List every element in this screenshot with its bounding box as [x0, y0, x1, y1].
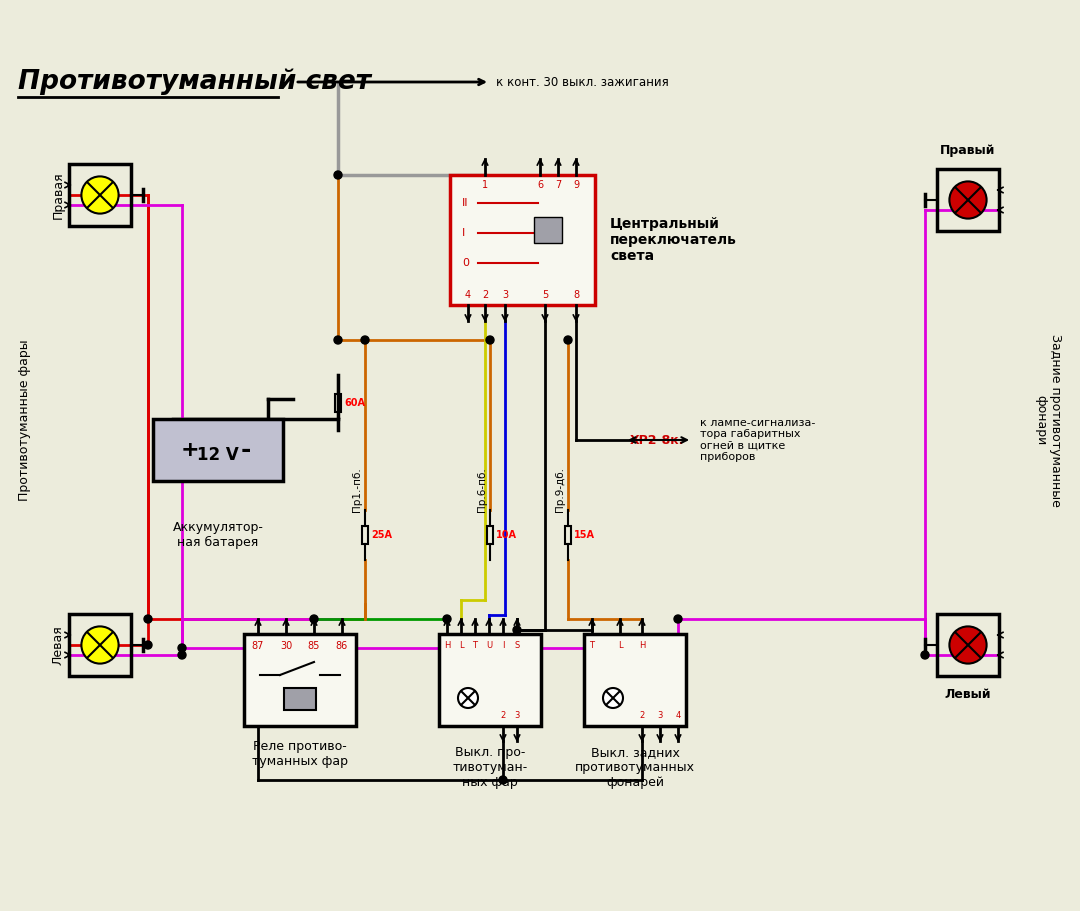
Bar	[450, 175, 595, 305]
Circle shape	[564, 336, 572, 344]
Text: -: -	[241, 438, 252, 462]
Text: L: L	[459, 640, 463, 650]
Circle shape	[674, 615, 681, 623]
Bar	[244, 634, 356, 726]
Text: 2: 2	[482, 290, 488, 300]
Circle shape	[458, 688, 478, 708]
Circle shape	[949, 181, 987, 219]
Text: 2: 2	[639, 711, 645, 720]
Circle shape	[144, 641, 152, 649]
Text: 2: 2	[500, 711, 505, 720]
Text: I: I	[502, 640, 504, 650]
Circle shape	[144, 615, 152, 623]
Text: 15А: 15А	[573, 530, 595, 540]
Circle shape	[921, 651, 929, 659]
Circle shape	[310, 615, 318, 623]
Text: 87: 87	[252, 641, 265, 651]
Circle shape	[178, 644, 186, 652]
Circle shape	[81, 627, 119, 663]
Text: Пр1.-пб.: Пр1.-пб.	[352, 467, 362, 512]
Circle shape	[81, 177, 119, 213]
Circle shape	[949, 627, 987, 663]
Text: 12 V: 12 V	[198, 446, 239, 464]
Text: 8: 8	[572, 290, 579, 300]
Text: U: U	[486, 640, 492, 650]
Text: T: T	[590, 640, 594, 650]
Text: Противотуманные фары: Противотуманные фары	[18, 339, 31, 501]
Text: 0: 0	[462, 258, 469, 268]
Text: 3: 3	[502, 290, 508, 300]
Circle shape	[334, 336, 342, 344]
Text: Пр.9-дб.: Пр.9-дб.	[555, 467, 565, 513]
Text: 30: 30	[280, 641, 292, 651]
Bar	[937, 614, 999, 676]
Text: Выкл. задних
противотуманных
фонарей: Выкл. задних противотуманных фонарей	[575, 746, 696, 789]
Text: H: H	[444, 640, 450, 650]
Circle shape	[603, 688, 623, 708]
Text: 10А: 10А	[496, 530, 517, 540]
Text: Левая: Левая	[52, 625, 65, 665]
Text: Правый: Правый	[941, 144, 996, 157]
Circle shape	[178, 651, 186, 659]
Text: к лампе-сигнализа-
тора габаритных
огней в щитке
приборов: к лампе-сигнализа- тора габаритных огней…	[700, 417, 815, 463]
Circle shape	[499, 776, 507, 784]
Text: S: S	[514, 640, 519, 650]
Text: T: T	[473, 640, 477, 650]
Text: L: L	[618, 640, 622, 650]
Text: Правая: Правая	[52, 171, 65, 219]
Text: 25А: 25А	[372, 530, 392, 540]
Text: 3: 3	[658, 711, 663, 720]
Circle shape	[513, 626, 521, 634]
Bar	[69, 164, 131, 226]
Text: 5: 5	[542, 290, 549, 300]
Text: к конт. 30 выкл. зажигания: к конт. 30 выкл. зажигания	[496, 76, 669, 88]
Text: Аккумулятор-
ная батарея: Аккумулятор- ная батарея	[173, 521, 264, 549]
Text: Противотуманный свет: Противотуманный свет	[18, 68, 372, 96]
Text: 86: 86	[336, 641, 348, 651]
Text: 60А: 60А	[345, 397, 365, 407]
Text: 4: 4	[464, 290, 471, 300]
Text: 7: 7	[555, 180, 562, 190]
Text: I: I	[462, 228, 465, 238]
Bar	[69, 614, 131, 676]
Circle shape	[486, 336, 494, 344]
Text: Выкл. про-
тивотуман-
ных фар: Выкл. про- тивотуман- ных фар	[453, 746, 528, 789]
Bar	[153, 419, 283, 481]
Circle shape	[361, 336, 369, 344]
Text: 6: 6	[537, 180, 543, 190]
Text: +: +	[180, 440, 200, 460]
Text: 4: 4	[675, 711, 680, 720]
Text: 1: 1	[482, 180, 488, 190]
Text: 9: 9	[572, 180, 579, 190]
Text: Реле противо-
туманных фар: Реле противо- туманных фар	[252, 740, 348, 768]
Text: 85: 85	[308, 641, 320, 651]
Bar	[534, 217, 562, 243]
Bar	[487, 526, 492, 544]
Bar	[362, 526, 368, 544]
Circle shape	[334, 171, 342, 179]
Bar	[584, 634, 686, 726]
Circle shape	[443, 615, 451, 623]
Text: Задние противотуманные
фонари: Задние противотуманные фонари	[1034, 333, 1062, 507]
Text: II: II	[462, 198, 469, 208]
Bar	[284, 688, 316, 710]
Bar	[438, 634, 541, 726]
Text: ХР2-8к.: ХР2-8к.	[630, 434, 685, 446]
Text: 3: 3	[514, 711, 519, 720]
Text: Левый: Левый	[945, 688, 991, 701]
Text: Центральный
переключатель
света: Центральный переключатель света	[610, 217, 737, 263]
Bar	[565, 526, 571, 544]
Text: Пр.6-пб.: Пр.6-пб.	[477, 467, 487, 512]
Bar	[335, 394, 341, 412]
Bar	[937, 169, 999, 231]
Text: H: H	[638, 640, 645, 650]
